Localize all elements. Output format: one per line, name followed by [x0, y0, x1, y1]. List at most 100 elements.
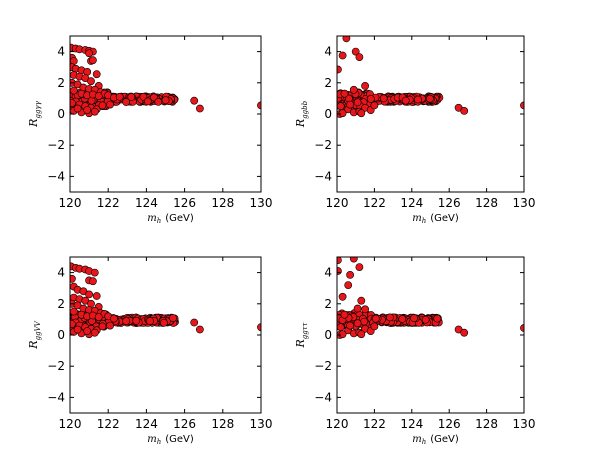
axes-frame — [69, 35, 262, 193]
point — [353, 304, 362, 313]
x-tick-label: 128 — [475, 417, 498, 431]
x-tick-label: 130 — [513, 417, 536, 431]
point — [190, 96, 199, 105]
point — [132, 316, 141, 325]
point — [337, 323, 345, 332]
point — [346, 321, 354, 330]
point — [366, 95, 375, 103]
point — [73, 325, 82, 334]
y-tick-label: 0 — [57, 107, 65, 121]
y-tick-label: −2 — [314, 138, 332, 152]
x-tick-label: 128 — [211, 417, 234, 431]
x-axis-label: mh (GeV) — [412, 213, 459, 225]
data-points — [70, 43, 261, 118]
point — [361, 82, 369, 90]
point — [154, 98, 163, 106]
panel-3: 120 122 124 126 128 130 −4 −2 0 2 4 mh (GeV) RggVV — [27, 256, 272, 446]
point — [70, 86, 78, 95]
point — [414, 95, 422, 104]
point — [520, 101, 524, 110]
point — [460, 107, 469, 115]
point — [401, 96, 410, 105]
x-axis-label: mh (GeV) — [147, 213, 194, 225]
point — [94, 313, 103, 321]
point — [337, 267, 342, 275]
point — [115, 92, 124, 101]
y-tick-label: 4 — [57, 45, 65, 59]
point — [340, 89, 349, 98]
y-tick-label: 4 — [57, 266, 65, 280]
point — [73, 104, 82, 113]
y-tick-label: 2 — [324, 297, 332, 311]
x-tick-label: 120 — [326, 417, 349, 431]
point — [371, 314, 380, 323]
point — [98, 101, 107, 110]
point — [460, 328, 469, 337]
point — [338, 330, 347, 339]
point — [92, 70, 101, 79]
point — [70, 274, 76, 283]
point — [346, 100, 354, 109]
point — [338, 109, 347, 118]
point — [90, 268, 99, 277]
point — [340, 310, 349, 319]
panel-4: 120 122 124 126 128 130 −4 −2 0 2 4 mh (GeV) Rggττ — [294, 256, 536, 446]
data-points — [337, 36, 524, 118]
point — [94, 92, 103, 100]
point — [353, 319, 362, 328]
y-tick-label: −4 — [314, 169, 332, 183]
point — [520, 324, 524, 332]
point — [344, 281, 353, 289]
y-tick-label: −2 — [47, 138, 65, 152]
point — [159, 318, 168, 327]
y-tick-label: 0 — [57, 328, 65, 342]
x-tick-label: 126 — [173, 196, 196, 210]
x-tick-label: 124 — [135, 196, 158, 210]
point — [169, 314, 177, 322]
point — [361, 305, 369, 314]
x-tick-label: 126 — [438, 417, 461, 431]
y-tick-label: −2 — [314, 359, 332, 373]
y-tick-label: 0 — [324, 107, 332, 121]
point — [351, 47, 360, 56]
point — [98, 322, 107, 331]
point — [337, 257, 342, 264]
point — [70, 99, 76, 107]
point — [89, 56, 97, 65]
point — [337, 65, 342, 74]
point — [195, 325, 204, 334]
point — [85, 49, 93, 58]
point — [92, 292, 101, 300]
x-tick-label: 122 — [363, 196, 386, 210]
point — [433, 314, 442, 323]
point — [357, 109, 366, 118]
data-points — [70, 262, 261, 339]
point — [70, 320, 76, 328]
y-tick-label: −4 — [47, 169, 65, 183]
x-tick-label: 126 — [438, 196, 461, 210]
point — [143, 97, 152, 106]
point — [379, 94, 388, 103]
point — [357, 330, 366, 339]
x-tick-label: 124 — [400, 196, 423, 210]
y-tick-label: 2 — [57, 297, 65, 311]
x-tick-label: 120 — [59, 417, 82, 431]
point — [106, 321, 114, 330]
point — [195, 104, 204, 113]
y-axis-label: RggVV — [27, 320, 42, 349]
point — [106, 100, 114, 109]
point — [360, 317, 369, 326]
x-tick-label: 130 — [250, 196, 273, 210]
point — [410, 314, 418, 323]
point — [110, 314, 118, 323]
point — [398, 315, 407, 323]
point — [70, 307, 78, 316]
point — [337, 102, 345, 111]
x-axis-label: mh (GeV) — [147, 434, 194, 446]
point — [357, 296, 366, 305]
x-axis-label: mh (GeV) — [412, 434, 459, 446]
x-tick-label: 126 — [173, 417, 196, 431]
point — [421, 315, 430, 324]
point — [370, 101, 379, 110]
panel-1: 120 122 124 126 128 130 −4 −2 0 2 4 mh (GeV) Rggγγ — [27, 35, 273, 225]
